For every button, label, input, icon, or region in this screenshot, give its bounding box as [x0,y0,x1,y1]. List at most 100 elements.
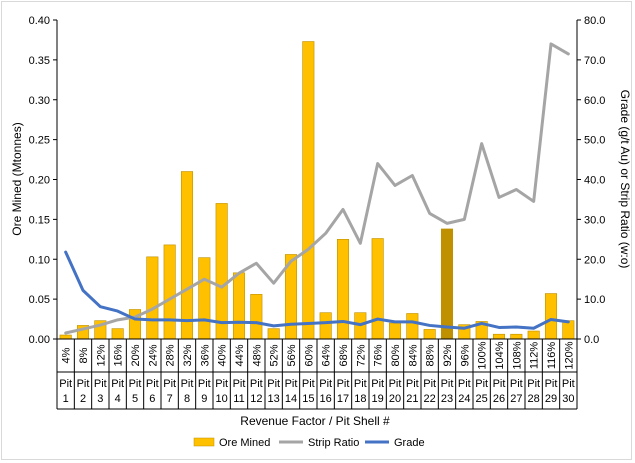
x-tick-pit-label: Pit [527,378,540,390]
x-tick-revenue-factor: 92% [442,344,454,366]
bar-ore-mined-6 [146,256,159,340]
x-tick-pit-number: 3 [97,393,103,405]
bar-ore-mined-23 [440,228,454,340]
bar-ore-mined-15 [302,41,315,340]
bar-ore-mined-20 [388,322,402,340]
x-tick-pit-label: Pit [475,378,488,390]
y-tick-right-label: 60.0 [584,95,605,107]
x-tick-pit-label: Pit [406,378,419,390]
series-lines [64,42,570,335]
bar-ore-mined-22 [423,329,436,340]
x-tick-revenue-factor: 24% [147,344,159,366]
x-tick-pit-number: 9 [201,393,207,405]
line-strip-ratio [64,42,570,335]
y-tick-left-label: 0.15 [29,214,50,226]
x-axis-title: Revenue Factor / Pit Shell # [240,414,390,428]
y-tick-right-label: 30.0 [584,214,605,226]
x-tick-revenue-factor: 104% [494,341,506,369]
x-tick-pit-number: 14 [285,393,297,405]
x-tick-pit-label: Pit [285,378,298,390]
x-tick-revenue-factor: 40% [217,344,229,366]
x-tick-revenue-factor: 48% [251,344,263,366]
bar-ore-mined-21 [406,313,419,340]
x-tick-revenue-factor: 4% [61,347,73,363]
x-tick-pit-number: 19 [372,393,384,405]
x-tick-pit-label: Pit [267,378,280,390]
x-tick-pit-label: Pit [545,378,558,390]
y-tick-right-label: 20.0 [584,254,605,266]
bar-ore-mined-16 [319,312,332,340]
x-tick-pit-label: Pit [319,378,332,390]
x-tick-revenue-factor: 80% [390,344,402,366]
x-tick-pit-label: Pit [562,378,575,390]
x-tick-pit-label: Pit [302,378,315,390]
bar-ore-mined-9 [198,257,211,340]
bar-ore-mined-17 [336,239,350,340]
x-tick-pit-number: 28 [528,393,540,405]
x-tick-revenue-factor: 36% [199,344,211,366]
x-tick-revenue-factor: 96% [459,344,471,366]
x-tick-pit-number: 17 [337,393,349,405]
y-tick-right-label: 70.0 [584,55,605,67]
x-tick-revenue-factor: 64% [321,344,333,366]
x-tick-revenue-factor: 16% [113,344,125,366]
bar-ore-mined-13 [267,328,280,340]
x-tick-revenue-factor: 60% [303,344,315,366]
x-tick-revenue-factor: 12% [95,344,107,366]
legend-label-ore-mined: Ore Mined [219,437,270,449]
y-tick-left-label: 0.40 [29,15,50,27]
bar-ore-mined-30 [562,320,575,340]
x-tick-pit-label: Pit [198,378,211,390]
y-tick-right-label: 50.0 [584,135,605,147]
x-tick-pit-label: Pit [423,378,436,390]
x-tick-pit-label: Pit [146,378,159,390]
x-tick-pit-number: 1 [63,393,69,405]
x-tick-pit-number: 2 [80,393,86,405]
y-axis-right-title: Grade (g/t Au) or Strip Ratio (w:o) [618,90,632,269]
x-tick-revenue-factor: 84% [407,344,419,366]
x-tick-pit-number: 29 [545,393,557,405]
bar-ore-mined-29 [544,293,558,340]
x-tick-pit-number: 12 [250,393,262,405]
x-tick-revenue-factor: 116% [546,342,558,370]
bar-ore-mined-26 [492,333,506,340]
x-tick-revenue-factor: 100% [477,341,489,369]
x-tick-pit-number: 20 [389,393,401,405]
y-tick-right-label: 80.0 [584,15,605,27]
x-tick-pit-label: Pit [354,378,367,390]
x-tick-pit-number: 25 [476,393,488,405]
legend-label-strip-ratio: Strip Ratio [308,437,359,449]
x-tick-pit-number: 26 [493,393,505,405]
x-tick-revenue-factor: 76% [373,344,385,366]
y-tick-left-label: 0.00 [29,334,50,346]
x-tick-pit-number: 6 [149,393,155,405]
x-tick-pit-label: Pit [458,378,471,390]
legend: Ore Mined Strip Ratio Grade [193,437,425,449]
bar-ore-mined-19 [371,238,384,340]
x-tick-pit-label: Pit [129,378,142,390]
x-tick-pit-label: Pit [111,378,124,390]
bar-ore-mined-27 [510,333,523,340]
bar-ore-mined-4 [111,328,124,340]
x-tick-pit-label: Pit [371,378,384,390]
axes: 0.00 0.05 0.10 0.15 0.20 0.25 0.30 0.35 0.40 0.0 1… [29,15,605,410]
x-tick-pit-label: Pit [94,378,107,390]
x-tick-pit-label: Pit [493,378,506,390]
x-tick-revenue-factor: 88% [425,344,437,366]
x-tick-revenue-factor: 112% [529,342,541,370]
x-tick-pit-label: Pit [441,378,454,390]
x-tick-pit-label: Pit [250,378,263,390]
y-tick-right-label: 0.0 [584,334,599,346]
x-tick-pit-number: 22 [424,393,436,405]
y-tick-left-label: 0.20 [29,175,50,187]
x-tick-pit-number: 11 [233,393,244,405]
x-tick-revenue-factor: 52% [269,344,281,366]
bar-ore-mined-12 [250,294,263,340]
ore-mined-bars [59,41,575,340]
legend-label-grade: Grade [394,437,425,449]
x-tick-pit-number: 23 [441,393,453,405]
x-tick-revenue-factor: 20% [130,344,142,366]
x-tick-pit-label: Pit [181,378,194,390]
x-tick-pit-number: 10 [216,393,228,405]
